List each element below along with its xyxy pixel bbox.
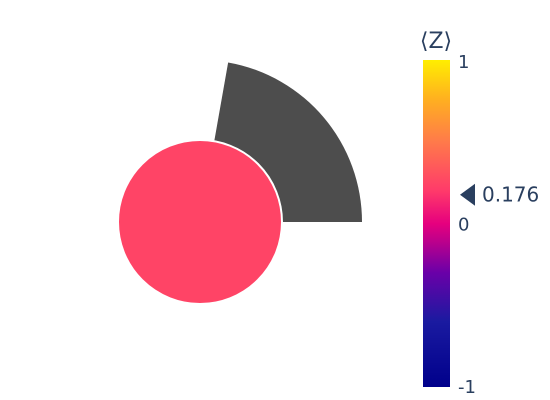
colorbar-value-label: 0.176 <box>482 183 539 207</box>
colorbar-tick-min: -1 <box>458 377 476 398</box>
polar-glyph <box>117 62 362 305</box>
colorbar-tick-max: 1 <box>458 52 469 73</box>
colorbar-tick-zero: 0 <box>458 215 469 236</box>
colorbar-gradient <box>423 60 450 387</box>
colorbar-title: ⟨Z⟩ <box>420 29 452 54</box>
colorbar: ⟨Z⟩ 1 0 -1 0.176 <box>420 29 539 398</box>
colorbar-value-marker <box>460 183 475 206</box>
value-disc <box>117 139 283 305</box>
